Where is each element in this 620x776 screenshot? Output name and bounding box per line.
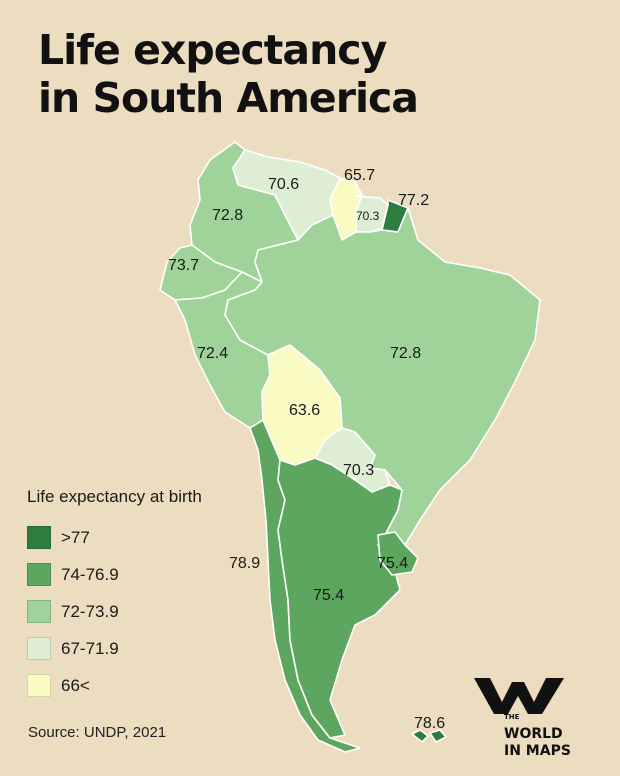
title-line-2: in South America	[38, 74, 419, 122]
legend-label: 67-71.9	[61, 638, 119, 658]
value-guyana: 65.7	[344, 167, 375, 184]
country-falkland-islands	[411, 729, 447, 743]
legend-swatch	[27, 674, 51, 697]
source-note: Source: UNDP, 2021	[28, 724, 167, 741]
country-argentina	[277, 457, 403, 739]
legend-item: 74-76.9	[27, 556, 202, 593]
map-title: Life expectancy in South America	[38, 26, 419, 122]
legend-item: 67-71.9	[27, 630, 202, 667]
logo-wordmark: THE WORLD IN MAPS	[504, 710, 571, 759]
value-paraguay: 70.3	[343, 462, 374, 479]
legend-swatch	[27, 637, 51, 660]
value-uruguay: 75.4	[377, 555, 408, 572]
value-french-guiana: 77.2	[398, 192, 429, 209]
title-line-1: Life expectancy	[38, 26, 387, 74]
legend-label: >77	[61, 527, 90, 547]
value-argentina: 75.4	[313, 587, 344, 604]
value-brazil: 72.8	[390, 345, 421, 362]
legend-swatch	[27, 600, 51, 623]
legend-label: 66<	[61, 675, 90, 695]
legend: Life expectancy at birth >77 74-76.9 72-…	[27, 487, 202, 704]
world-in-maps-logo-icon	[474, 678, 564, 714]
logo-the: THE	[504, 713, 520, 721]
logo-line-2: IN MAPS	[504, 743, 571, 759]
logo-line-1: WORLD	[504, 726, 563, 742]
value-ecuador: 73.7	[168, 257, 199, 274]
value-colombia: 72.8	[212, 207, 243, 224]
legend-item: 66<	[27, 667, 202, 704]
legend-swatch	[27, 563, 51, 586]
legend-item: >77	[27, 519, 202, 556]
value-suriname: 70.3	[356, 209, 380, 223]
value-venezuela: 70.6	[268, 176, 299, 193]
legend-label: 72-73.9	[61, 601, 119, 621]
legend-swatch	[27, 526, 51, 549]
value-bolivia: 63.6	[289, 402, 320, 419]
value-chile: 78.9	[229, 555, 260, 572]
legend-item: 72-73.9	[27, 593, 202, 630]
value-falkland-islands: 78.6	[414, 715, 445, 732]
country-uruguay	[377, 531, 419, 576]
legend-label: 74-76.9	[61, 564, 119, 584]
legend-title: Life expectancy at birth	[27, 487, 202, 506]
value-peru: 72.4	[197, 345, 228, 362]
